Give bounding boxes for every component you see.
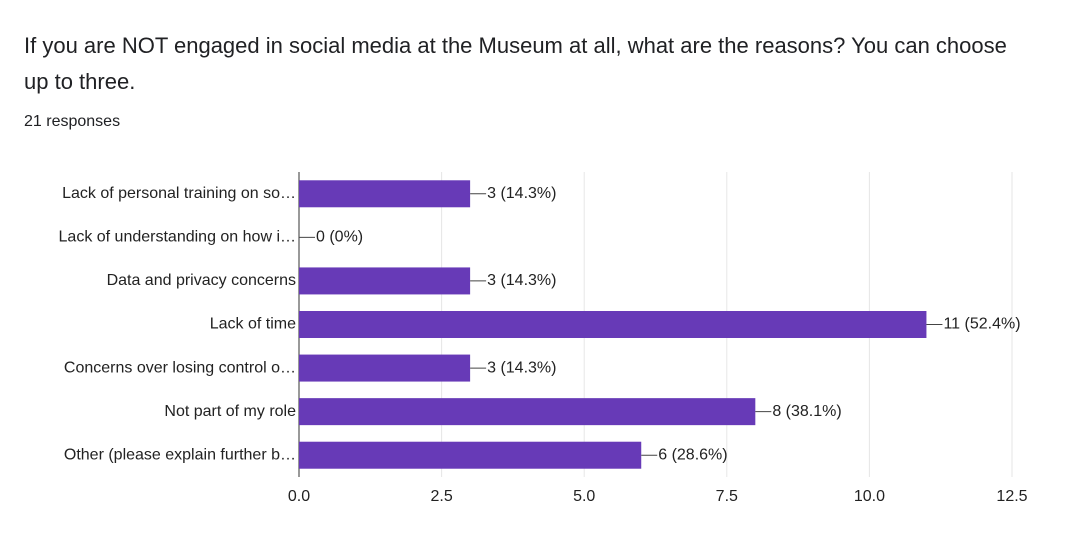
value-label: 3 (14.3%) [487,272,556,289]
bar [299,180,471,208]
chart-title: If you are NOT engaged in social media a… [24,33,1007,94]
x-tick-label: 0.0 [288,488,310,505]
value-label: 3 (14.3%) [487,359,556,376]
value-label: 3 (14.3%) [487,185,556,202]
value-label: 11 (52.4%) [943,316,1020,333]
chart-subtitle: 21 responses [24,113,121,130]
x-tick-label: 2.5 [430,488,452,505]
bar [299,354,471,382]
y-tick-label: Not part of my role [164,403,296,420]
y-tick-label: Data and privacy concerns [107,272,296,289]
x-tick-label: 12.5 [996,488,1027,505]
value-label: 8 (38.1%) [772,403,841,420]
x-tick-label: 5.0 [573,488,595,505]
y-tick-label: Lack of personal training on so… [62,185,296,202]
bar [299,441,642,469]
y-tick-label: Lack of time [210,316,296,333]
x-tick-label: 7.5 [716,488,738,505]
x-tick-label: 10.0 [854,488,885,505]
value-label: 6 (28.6%) [658,446,727,463]
bar [299,311,927,338]
bar [299,267,471,295]
y-tick-label: Other (please explain further b… [64,446,296,463]
y-tick-label: Lack of understanding on how i… [59,229,296,246]
value-label: 0 (0%) [316,229,363,246]
y-tick-label: Concerns over losing control o… [64,359,296,376]
bar [299,398,756,426]
